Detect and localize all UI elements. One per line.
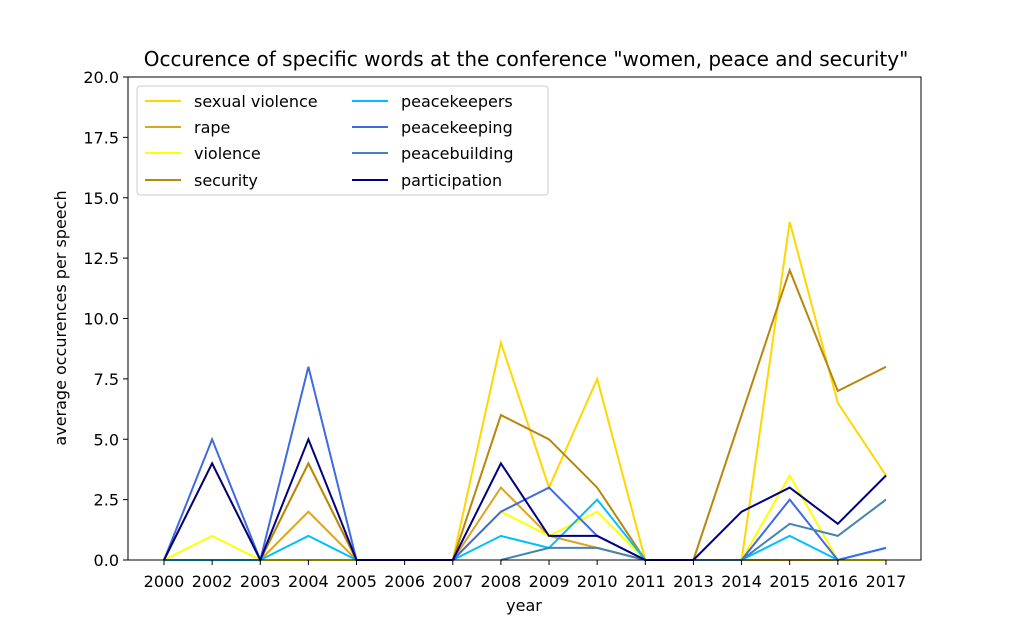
legend-label: participation [401, 171, 502, 190]
x-tick-label: 2004 [288, 572, 329, 591]
y-tick-label: 10.0 [83, 310, 119, 329]
x-tick-label: 2016 [817, 572, 858, 591]
legend-label: rape [194, 118, 230, 137]
y-tick-label: 0.0 [94, 551, 119, 570]
plot-frame [127, 76, 922, 561]
y-tick-label: 5.0 [94, 430, 119, 449]
axes: 2000 2002 2003 2004 2005 2006 2007 2008 2009 2010… [83, 68, 906, 591]
legend-label: peacekeepers [401, 92, 513, 111]
legend: sexual violence rape violence security peace… [136, 85, 549, 196]
y-tick-label: 7.5 [94, 370, 119, 389]
x-tick-label: 2011 [625, 572, 666, 591]
y-axis-label: average occurences per speech [51, 190, 70, 445]
legend-label: sexual violence [194, 92, 318, 111]
series-line-peacekeepers [164, 498, 887, 562]
x-tick-label: 2014 [721, 572, 762, 591]
legend-label: security [194, 171, 258, 190]
y-tick-label: 2.5 [94, 491, 119, 510]
x-tick-label: 2008 [481, 572, 522, 591]
x-tick-label: 2007 [432, 572, 473, 591]
x-axis-label: year [506, 596, 542, 615]
series-line-participation [163, 436, 887, 563]
x-tick-label: 2005 [336, 572, 377, 591]
x-tick-label: 2002 [192, 572, 233, 591]
legend-label: peacebuilding [401, 144, 514, 163]
x-tick-label: 2003 [240, 572, 281, 591]
x-tick-label: 2015 [769, 572, 810, 591]
x-tick-label: 2017 [866, 572, 907, 591]
x-tick-label: 2013 [673, 572, 714, 591]
x-tick-label: 2009 [529, 572, 570, 591]
series-line-security [164, 267, 887, 561]
x-tick-label: 2006 [384, 572, 425, 591]
y-tick-label: 12.5 [83, 249, 119, 268]
legend-label: peacekeeping [401, 118, 513, 137]
x-tick-label: 2000 [144, 572, 185, 591]
legend-label: violence [194, 144, 261, 163]
x-tick-label: 2010 [577, 572, 618, 591]
chart-title: Occurence of specific words at the confe… [144, 47, 909, 71]
y-tick-label: 15.0 [83, 189, 119, 208]
y-tick-label: 17.5 [83, 128, 119, 147]
legend-box [136, 85, 549, 196]
y-tick-label: 20.0 [83, 68, 119, 87]
